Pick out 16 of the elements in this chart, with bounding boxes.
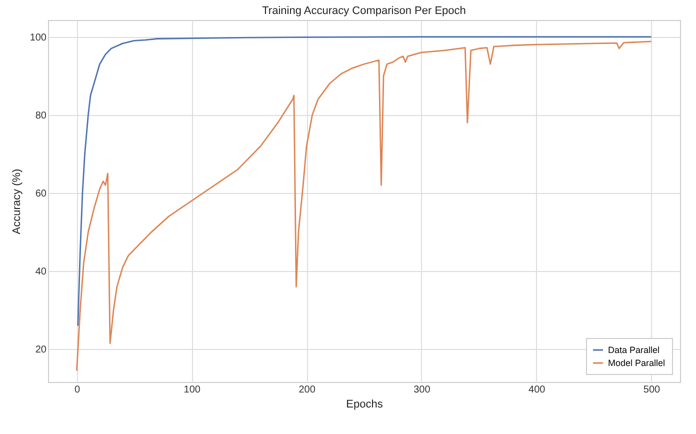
x-tick-label: 500	[643, 384, 661, 396]
y-tick-label: 20	[35, 344, 47, 356]
x-tick-label: 0	[74, 384, 80, 396]
y-tick-label: 40	[35, 266, 47, 278]
legend-label: Data Parallel	[608, 345, 660, 355]
chart-title: Training Accuracy Comparison Per Epoch	[262, 5, 466, 17]
x-tick-label: 100	[184, 384, 201, 396]
y-axis-title: Accuracy (%)	[10, 168, 23, 234]
y-tick-label: 100	[30, 32, 47, 44]
x-axis-title: Epochs	[346, 398, 384, 410]
x-tick-label: 400	[528, 384, 546, 396]
y-tick-label: 60	[35, 188, 47, 200]
legend-label: Model Parallel	[608, 358, 666, 368]
y-tick-label: 80	[35, 110, 47, 122]
x-tick-label: 200	[298, 384, 316, 396]
x-tick-label: 300	[414, 384, 431, 396]
